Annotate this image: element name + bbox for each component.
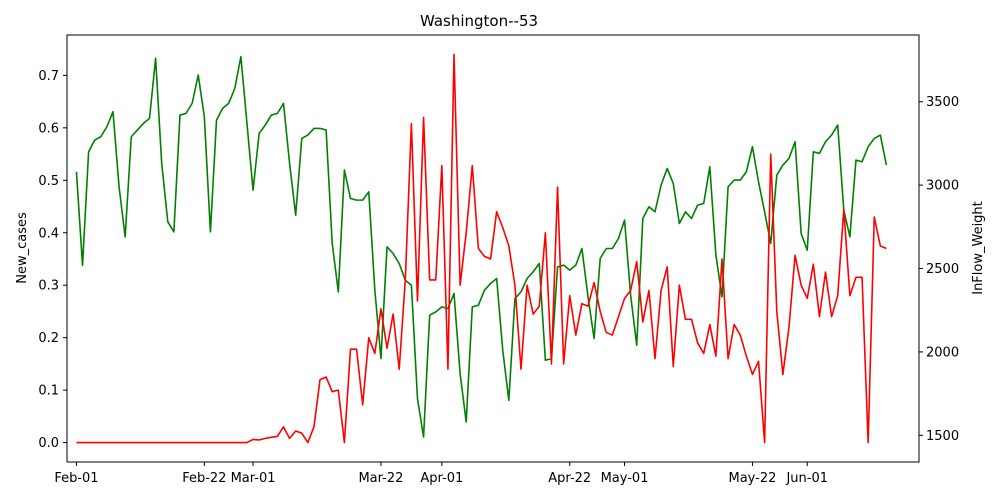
y-right-tick-label: 3500 xyxy=(926,95,959,110)
y-left-tick-label: 0.5 xyxy=(38,174,59,189)
y-left-tick-label: 0.6 xyxy=(38,121,59,136)
x-tick-label: May-22 xyxy=(728,471,776,486)
x-tick-label: Apr-22 xyxy=(548,471,591,486)
y-axis-left-title: New_cases xyxy=(15,212,30,284)
x-tick-label: May-01 xyxy=(601,471,649,486)
x-axis: Feb-01 Feb-22 Mar-01 Mar-22 Apr-01 Apr-22 May-… xyxy=(54,462,828,486)
x-tick-label: Feb-01 xyxy=(54,471,98,486)
plot-area xyxy=(66,34,920,463)
y-left-tick-label: 0.1 xyxy=(38,384,59,399)
x-tick-label: Mar-01 xyxy=(231,471,276,486)
series-line-inflow-weight xyxy=(75,55,888,438)
y-right-tick-label: 2000 xyxy=(926,345,959,360)
y-right-tick-label: 3000 xyxy=(926,179,959,194)
y-axis-left: 0.0 0.1 0.2 0.3 0.4 0.5 0.6 0.7 xyxy=(38,69,67,451)
x-tick-label: Feb-22 xyxy=(182,471,226,486)
y-left-tick-label: 0.3 xyxy=(38,279,59,294)
y-left-tick-label: 0.7 xyxy=(38,69,59,84)
y-axis-right: 1500 2000 2500 3000 3500 xyxy=(919,95,959,444)
y-left-tick-label: 0.4 xyxy=(38,226,59,241)
y-left-tick-label: 0.0 xyxy=(38,436,59,451)
x-tick-label: Apr-01 xyxy=(420,471,463,486)
y-left-tick-label: 0.2 xyxy=(38,331,59,346)
y-axis-right-title: InFlow_Weight xyxy=(971,201,986,295)
series-line-new-cases xyxy=(76,53,887,444)
plot-frame xyxy=(66,34,920,463)
x-tick-label: Mar-22 xyxy=(358,471,403,486)
y-right-tick-label: 2500 xyxy=(926,262,959,277)
chart-title: Washington--53 xyxy=(420,12,538,30)
y-right-tick-label: 1500 xyxy=(926,429,959,444)
series-layer xyxy=(75,53,888,444)
x-tick-label: Jun-01 xyxy=(785,471,828,486)
